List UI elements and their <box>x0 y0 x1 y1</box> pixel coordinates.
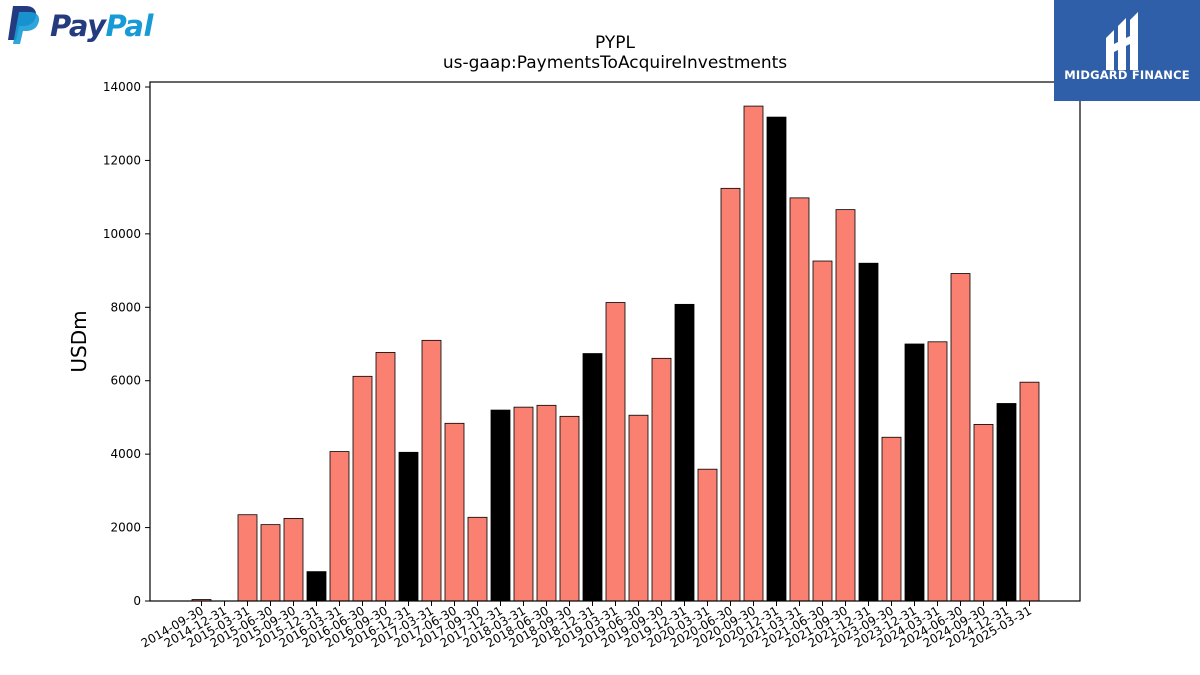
plot-frame <box>149 81 1081 602</box>
y-tick-label: 0 <box>133 594 141 608</box>
chart-subtitle: us-gaap:PaymentsToAcquireInvestments <box>443 53 787 73</box>
bar <box>950 273 971 602</box>
bar <box>444 422 465 602</box>
y-tick-label: 6000 <box>110 374 141 388</box>
paypal-logo-pal: Pal <box>105 9 153 43</box>
bar <box>513 406 534 602</box>
bar <box>651 357 672 602</box>
y-tick-label: 14000 <box>103 80 141 94</box>
bar <box>904 343 925 602</box>
y-tick-label: 4000 <box>110 447 141 461</box>
bar <box>1019 381 1040 602</box>
midgard-finance-logo: MIDGARD FINANCE <box>1054 0 1200 101</box>
bar <box>582 353 603 602</box>
bar <box>260 524 281 602</box>
midgard-logo-name: MIDGARD FINANCE <box>1064 68 1190 82</box>
bar <box>812 260 833 602</box>
midgard-mark-icon <box>1106 12 1138 70</box>
bar <box>697 468 718 602</box>
bar <box>421 339 442 602</box>
paypal-logo-pay: Pay <box>50 9 106 43</box>
bar <box>352 375 373 602</box>
bar <box>881 436 902 602</box>
bar <box>306 571 327 602</box>
y-tick-label: 12000 <box>103 153 141 167</box>
bar <box>283 517 304 602</box>
paypal-mark-icon <box>8 6 40 44</box>
bar <box>858 262 879 602</box>
bar <box>674 303 695 602</box>
bar <box>720 187 741 602</box>
y-tick-label: 10000 <box>103 227 141 241</box>
bar <box>789 197 810 602</box>
bar <box>490 409 511 602</box>
y-tick-label: 8000 <box>110 300 141 314</box>
y-axis-label: USDm <box>67 310 91 372</box>
bar <box>973 424 994 602</box>
bar <box>329 451 350 602</box>
bar <box>766 116 787 602</box>
bar <box>559 415 580 602</box>
bar <box>835 209 856 602</box>
bar <box>996 403 1017 602</box>
bar <box>467 516 488 602</box>
bar <box>536 404 557 602</box>
bar <box>375 352 396 602</box>
chart-title: PYPL <box>595 33 636 53</box>
paypal-logo: PayPal <box>4 4 174 48</box>
bar <box>237 514 258 602</box>
bar <box>628 414 649 602</box>
bar <box>927 341 948 602</box>
y-tick-label: 2000 <box>110 521 141 535</box>
bar <box>605 302 626 602</box>
bar <box>743 105 764 602</box>
bar <box>398 451 419 602</box>
